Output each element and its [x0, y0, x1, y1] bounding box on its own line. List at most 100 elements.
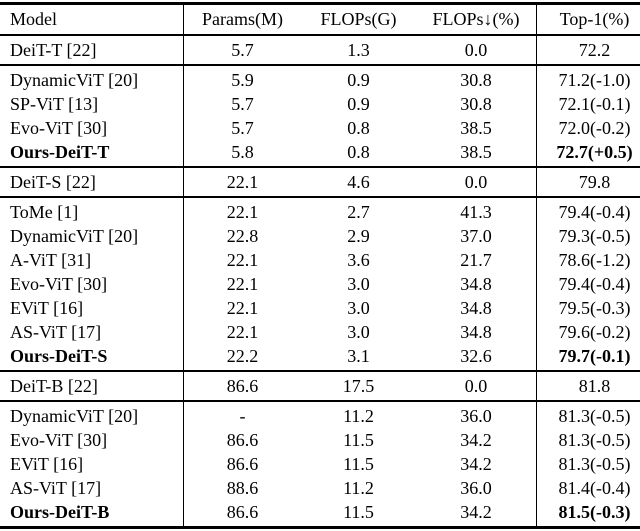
params-cell: 86.6 [183, 428, 301, 452]
flops-cell: 0.8 [347, 142, 370, 162]
top1-cell: 79.4(-0.4) [536, 272, 640, 296]
flops-reduction-cell: 34.8 [460, 322, 492, 342]
flops-reduction-cell: 34.2 [460, 454, 492, 474]
model-cell: Evo-ViT [30] [10, 274, 108, 294]
table-row: AS-ViT [17] 88.6 11.2 36.0 81.4(-0.4) [0, 476, 640, 500]
model-cell: DeiT-T [22] [10, 40, 97, 60]
table-row: Ours-DeiT-T 5.8 0.8 38.5 72.7(+0.5) [0, 140, 640, 167]
params-cell: 86.6 [183, 500, 301, 528]
model-cell: DynamicViT [20] [10, 70, 139, 90]
table-section-deit-s-baseline: DeiT-S [22] 22.1 4.6 0.0 79.8 [0, 167, 640, 197]
top1-cell: 72.1(-0.1) [536, 92, 640, 116]
flops-cell: 4.6 [347, 172, 370, 192]
model-cell: DynamicViT [20] [10, 226, 139, 246]
model-cell: Evo-ViT [30] [10, 118, 108, 138]
params-cell: 86.6 [183, 371, 301, 401]
flops-reduction-cell: 0.0 [464, 172, 488, 192]
flops-reduction-cell: 0.0 [464, 40, 488, 60]
top1-cell: 79.4(-0.4) [536, 197, 640, 224]
flops-cell: 1.3 [347, 40, 370, 60]
model-cell: ToMe [1] [10, 202, 79, 222]
flops-reduction-cell: 36.0 [460, 406, 492, 426]
flops-cell: 0.9 [347, 70, 370, 90]
flops-cell: 0.8 [347, 118, 370, 138]
table-row: DeiT-S [22] 22.1 4.6 0.0 79.8 [0, 167, 640, 197]
params-cell: - [183, 401, 301, 428]
params-cell: 5.7 [183, 92, 301, 116]
column-header-params: Params(M) [183, 3, 301, 35]
params-cell: 5.8 [183, 140, 301, 167]
table-row: DynamicViT [20] - 11.2 36.0 81.3(-0.5) [0, 401, 640, 428]
top1-cell: 71.2(-1.0) [536, 65, 640, 92]
model-cell: Ours-DeiT-S [10, 346, 108, 366]
table-section-deit-s-variants: ToMe [1] 22.1 2.7 41.3 79.4(-0.4) Dynami… [0, 197, 640, 371]
model-cell: DynamicViT [20] [10, 406, 139, 426]
header-row: Model Params(M) FLOPs(G) FLOPs↓(%) Top-1… [0, 3, 640, 35]
table-row: Ours-DeiT-S 22.2 3.1 32.6 79.7(-0.1) [0, 344, 640, 371]
flops-reduction-cell: 34.2 [460, 430, 492, 450]
flops-cell: 3.0 [347, 298, 370, 318]
flops-reduction-cell: 0.0 [464, 376, 488, 396]
flops-cell: 3.1 [347, 346, 370, 366]
params-cell: 88.6 [183, 476, 301, 500]
model-cell: SP-ViT [13] [10, 94, 99, 114]
flops-cell: 2.7 [347, 202, 370, 222]
top1-cell: 78.6(-1.2) [536, 248, 640, 272]
table-row: DynamicViT [20] 22.8 2.9 37.0 79.3(-0.5) [0, 224, 640, 248]
top1-cell: 79.7(-0.1) [536, 344, 640, 371]
flops-reduction-cell: 32.6 [460, 346, 492, 366]
column-header-model: Model [10, 9, 57, 29]
top1-cell: 72.7(+0.5) [536, 140, 640, 167]
flops-cell: 3.0 [347, 274, 370, 294]
table-row: Evo-ViT [30] 86.6 11.5 34.2 81.3(-0.5) [0, 428, 640, 452]
flops-cell: 3.0 [347, 322, 370, 342]
flops-reduction-cell: 34.8 [460, 298, 492, 318]
flops-cell: 11.2 [343, 406, 374, 426]
top1-cell: 81.3(-0.5) [536, 452, 640, 476]
model-cell: EViT [16] [10, 298, 84, 318]
params-cell: 22.1 [183, 272, 301, 296]
flops-reduction-cell: 34.8 [460, 274, 492, 294]
top1-cell: 79.6(-0.2) [536, 320, 640, 344]
top1-cell: 81.8 [536, 371, 640, 401]
flops-reduction-cell: 30.8 [460, 94, 492, 114]
top1-cell: 79.8 [536, 167, 640, 197]
flops-reduction-cell: 34.2 [460, 502, 492, 522]
model-cell: AS-ViT [17] [10, 478, 102, 498]
column-header-flops-reduction: FLOPs↓(%) [432, 9, 520, 29]
params-cell: 86.6 [183, 452, 301, 476]
model-cell: EViT [16] [10, 454, 84, 474]
top1-cell: 72.0(-0.2) [536, 116, 640, 140]
params-cell: 5.9 [183, 65, 301, 92]
params-cell: 22.1 [183, 248, 301, 272]
flops-reduction-cell: 36.0 [460, 478, 492, 498]
table-section-deit-b-baseline: DeiT-B [22] 86.6 17.5 0.0 81.8 [0, 371, 640, 401]
table-row: Evo-ViT [30] 22.1 3.0 34.8 79.4(-0.4) [0, 272, 640, 296]
model-cell: DeiT-S [22] [10, 172, 96, 192]
top1-cell: 81.3(-0.5) [536, 401, 640, 428]
table-row: Evo-ViT [30] 5.7 0.8 38.5 72.0(-0.2) [0, 116, 640, 140]
model-cell: Ours-DeiT-T [10, 142, 110, 162]
params-cell: 22.1 [183, 167, 301, 197]
table-row: DeiT-T [22] 5.7 1.3 0.0 72.2 [0, 35, 640, 65]
flops-reduction-cell: 41.3 [460, 202, 492, 222]
model-cell: Ours-DeiT-B [10, 502, 110, 522]
model-cell: Evo-ViT [30] [10, 430, 108, 450]
flops-cell: 0.9 [347, 94, 370, 114]
table-row: DynamicViT [20] 5.9 0.9 30.8 71.2(-1.0) [0, 65, 640, 92]
table-row: EViT [16] 86.6 11.5 34.2 81.3(-0.5) [0, 452, 640, 476]
table-row: DeiT-B [22] 86.6 17.5 0.0 81.8 [0, 371, 640, 401]
top1-cell: 81.3(-0.5) [536, 428, 640, 452]
top1-cell: 81.4(-0.4) [536, 476, 640, 500]
top1-cell: 79.5(-0.3) [536, 296, 640, 320]
params-cell: 5.7 [183, 35, 301, 65]
params-cell: 22.8 [183, 224, 301, 248]
table-row: SP-ViT [13] 5.7 0.9 30.8 72.1(-0.1) [0, 92, 640, 116]
flops-cell: 11.2 [343, 478, 374, 498]
table-row: AS-ViT [17] 22.1 3.0 34.8 79.6(-0.2) [0, 320, 640, 344]
flops-cell: 17.5 [342, 376, 375, 396]
flops-cell: 11.5 [343, 454, 374, 474]
params-cell: 22.1 [183, 320, 301, 344]
